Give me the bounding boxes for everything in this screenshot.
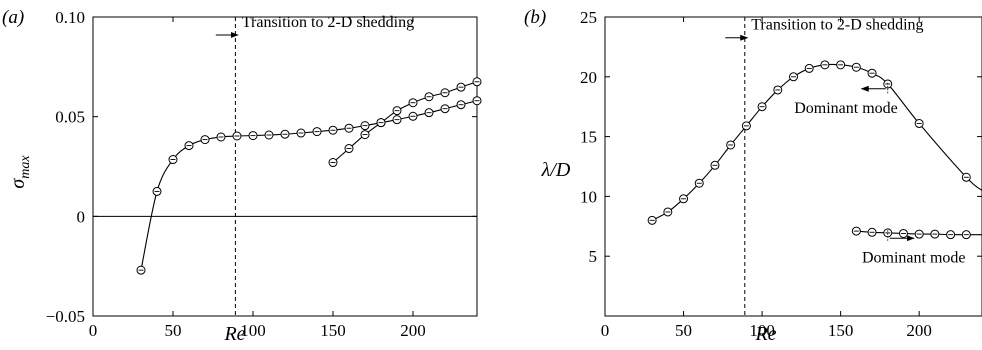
panel-a-ytick-label: −0.05: [46, 307, 85, 326]
panel-b-series-0-point: [679, 194, 689, 204]
panel-a-series-1-point: [360, 130, 370, 140]
panel-b-ytick-label: 15: [580, 128, 597, 147]
panel-a-series-1-line: [332, 81, 478, 163]
panel-a-xlabel: Re: [223, 323, 245, 345]
panel-b-ytick-label: 20: [580, 68, 597, 87]
panel-b-series-0-point: [836, 60, 846, 70]
panel-b-frame: [604, 16, 982, 317]
panel-b-xlabel: Re: [754, 323, 776, 345]
panel-b-series-1-point: [898, 228, 908, 238]
panel-b-series-1-point: [946, 230, 956, 240]
panel-b-series-0-point: [820, 60, 830, 70]
panel-a-series-1-point: [456, 82, 466, 92]
panel-b-ytick-label: 5: [589, 247, 598, 266]
panel-a-series-0-point: [264, 130, 274, 140]
panel-a-series-1-point: [440, 88, 450, 98]
panel-b-series-0-point: [914, 118, 924, 128]
panel-b: (b) λ/D Re 0 50 100 150 200 5 10 15 20 25 Transiti…: [524, 7, 982, 345]
panel-b-series-1-point: [867, 227, 877, 237]
panel-b-xtick-label: 50: [675, 321, 692, 340]
panel-b-label: (b): [524, 7, 546, 28]
panel-a-series-0-point: [328, 125, 338, 135]
panel-a-series-0-point: [200, 135, 210, 145]
panel-b-xtick-label: 0: [601, 321, 610, 340]
panel-a-ytick-label: 0: [77, 207, 86, 226]
panel-a-series-1-point: [328, 158, 338, 168]
panel-a-series-1-point: [408, 98, 418, 108]
panel-b-series-0-point: [773, 85, 783, 95]
panel-b-xtick-label: 200: [906, 321, 932, 340]
panel-b-series-1-point: [851, 226, 861, 236]
panel-a-ytick-label: 0.10: [55, 8, 85, 27]
panel-b-series-0-point: [647, 215, 657, 225]
panel-a-series-1-point: [344, 144, 354, 154]
panel-a-series-0-point: [216, 132, 226, 142]
panel-a-series-0-point: [456, 100, 466, 110]
panel-a-series-0-point: [248, 131, 258, 141]
panel-a-series-0-point: [312, 127, 322, 137]
panel-a-xtick-label: 150: [320, 321, 346, 340]
panel-a-series-0-point: [296, 128, 306, 138]
panel-b-series-0-point: [710, 160, 720, 170]
panel-b-series-0-point: [804, 63, 814, 73]
panel-b-series-0-point: [663, 207, 673, 217]
panel-b-series-1-point: [883, 228, 893, 238]
panel-b-xtick-label: 100: [749, 321, 775, 340]
panel-b-series-0-point: [694, 178, 704, 188]
panel-b-ylabel: λ/D: [541, 159, 571, 181]
panel-b-dominant-label-1: Dominant mode: [794, 100, 898, 117]
panel-b-series-0-point: [741, 121, 751, 131]
panel-b-series-0-line: [651, 63, 982, 221]
panel-a-series-0-point: [344, 123, 354, 133]
svg-text:σmax: σmax: [7, 155, 33, 189]
panel-b-plot: 0 50 100 150 200 5 10 15 20 25 Transition to 2-D s…: [580, 8, 982, 340]
panel-a-series-0-point: [392, 115, 402, 125]
panel-a-ylabel-main: σ: [7, 178, 29, 189]
panel-a-series-0-point: [232, 131, 242, 141]
panel-b-series-1-point: [961, 230, 971, 240]
panel-a-label: (a): [2, 7, 24, 28]
panel-a-series-1-point: [392, 106, 402, 116]
panel-a-ylabel: σmax: [7, 155, 33, 189]
panel-b-xtick-label: 150: [828, 321, 854, 340]
panel-a-series-0-point: [408, 111, 418, 121]
panel-a-frame: [92, 16, 478, 317]
panel-b-series-0-point: [757, 102, 767, 112]
panel-a-series-1-point: [424, 92, 434, 102]
panel-b-series-1-point: [930, 229, 940, 239]
panel-a-xtick-label: 100: [240, 321, 266, 340]
panel-b-series-0-point: [961, 172, 971, 182]
panel-a-ylabel-sub: max: [18, 155, 33, 179]
panel-a-ytick-label: 0.05: [55, 108, 85, 127]
panel-b-series-0-point: [726, 140, 736, 150]
panel-a-xtick-label: 200: [400, 321, 426, 340]
panel-a-series-0-line: [140, 100, 478, 271]
panel-b-series-0-point: [789, 72, 798, 82]
panel-b-transition-annotation: Transition to 2-D shedding: [751, 17, 923, 34]
panel-a-series-1-point: [472, 77, 482, 87]
panel-a-series-0-point: [152, 186, 162, 196]
panel-a-xtick-label: 50: [165, 321, 182, 340]
panel-a-series-0-point: [424, 108, 434, 118]
panel-b-series-0-point: [851, 62, 861, 72]
panel-a-series-0-point: [472, 96, 482, 106]
panel-a-series-0-point: [440, 104, 450, 114]
panel-a-series-0-point: [184, 141, 194, 151]
panel-b-series-0-point: [867, 68, 877, 78]
panel-a-transition-annotation: Transition to 2-D shedding: [242, 14, 414, 31]
panel-a-series-1-point: [376, 118, 386, 128]
panel-a-series-0-point: [136, 265, 146, 275]
panel-b-dominant-label-2: Dominant mode: [862, 249, 966, 266]
panel-b-ytick-label: 25: [580, 8, 597, 27]
panel-b-ytick-label: 10: [580, 187, 597, 206]
panel-a-series-0-point: [280, 129, 290, 139]
panel-a-series-0-point: [360, 121, 370, 131]
panel-a-xtick-label: 0: [89, 321, 98, 340]
panel-a-series-0-point: [168, 155, 178, 165]
panel-b-series-1-point: [914, 229, 924, 239]
